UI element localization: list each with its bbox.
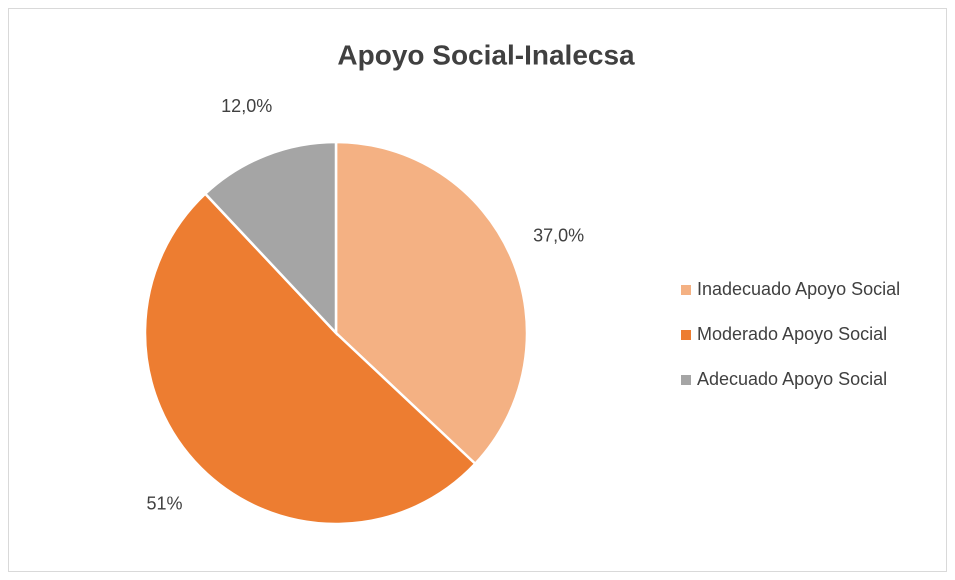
data-label: 51%	[146, 493, 182, 513]
legend-swatch	[681, 285, 691, 295]
data-label: 12,0%	[221, 96, 272, 116]
legend-label: Inadecuado Apoyo Social	[697, 279, 900, 299]
data-label: 37,0%	[533, 225, 584, 245]
chart-title: Apoyo Social-Inalecsa	[337, 39, 635, 70]
pie-slice	[334, 140, 529, 466]
legend-swatch	[681, 330, 691, 340]
legend-label: Moderado Apoyo Social	[697, 324, 887, 344]
pie-slice	[143, 191, 478, 526]
legend-label: Adecuado Apoyo Social	[697, 369, 887, 389]
pie-slice	[203, 140, 338, 337]
legend-swatch	[681, 375, 691, 385]
